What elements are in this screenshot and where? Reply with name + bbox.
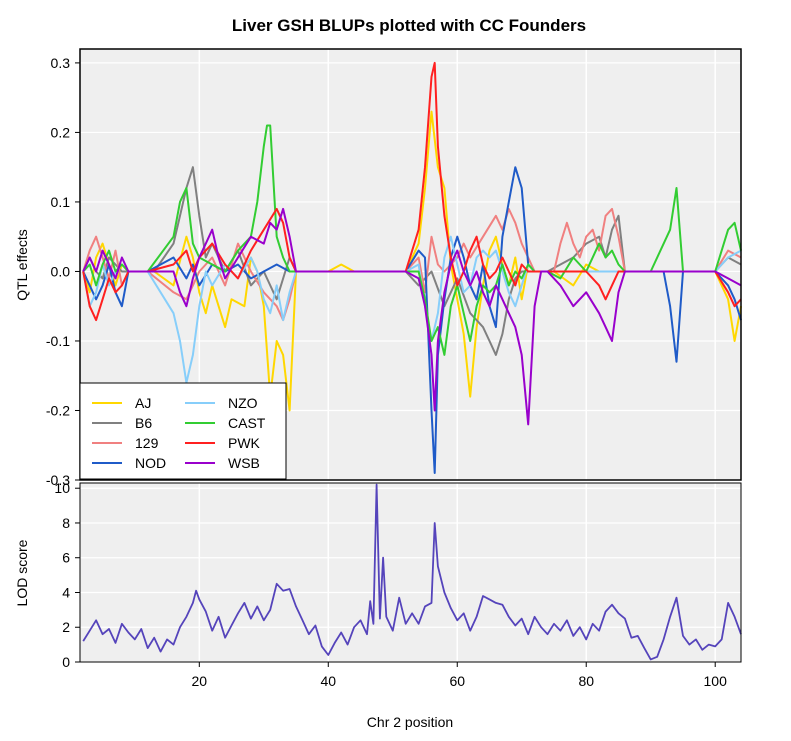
bottom-y-tick-label: 0 — [62, 654, 70, 670]
legend-label-aj: AJ — [135, 395, 151, 411]
legend-label-cast: CAST — [228, 415, 266, 431]
legend-label-b6: B6 — [135, 415, 152, 431]
x-ticks: 20 40 60 80 100 — [192, 662, 728, 689]
x-tick-label: 80 — [578, 673, 594, 689]
x-tick-label: 60 — [449, 673, 465, 689]
bottom-y-tick-label: 8 — [62, 515, 70, 531]
bottom-y-tick-label: 10 — [54, 480, 70, 496]
legend: AJ B6 129 NOD NZO CAST PWK WSB — [79, 382, 287, 480]
bottom-panel: 0 2 4 6 8 10 20 40 60 80 100 LOD score — [14, 480, 742, 689]
lod-line — [82, 483, 742, 661]
top-panel-frame — [79, 48, 742, 481]
series-line-pwk — [82, 61, 742, 322]
legend-label-wsb: WSB — [228, 455, 260, 471]
legend-label-nod: NOD — [135, 455, 166, 471]
legend-label-nzo: NZO — [228, 395, 258, 411]
top-y-tick-label: -0.1 — [46, 333, 70, 349]
x-axis-label: Chr 2 position — [367, 714, 453, 730]
x-tick-label: 40 — [320, 673, 336, 689]
top-y-axis-label: QTL effects — [14, 229, 30, 301]
top-panel: -0.3 -0.2 -0.1 0.0 0.1 0.2 0.3 QTL effects AJ B… — [14, 48, 742, 488]
top-y-ticks: -0.3 -0.2 -0.1 0.0 0.1 0.2 0.3 — [46, 55, 80, 488]
bottom-series-group — [82, 483, 742, 661]
series-line-wsb — [82, 207, 742, 426]
bottom-y-ticks: 0 2 4 6 8 10 — [54, 480, 80, 670]
bottom-y-tick-label: 4 — [62, 584, 70, 600]
top-y-tick-label: 0.1 — [51, 194, 71, 210]
legend-label-pwk: PWK — [228, 435, 261, 451]
top-y-tick-label: 0.2 — [51, 124, 71, 140]
top-y-tick-label: 0.0 — [51, 263, 71, 279]
x-tick-label: 20 — [192, 673, 208, 689]
x-tick-label: 100 — [704, 673, 728, 689]
bottom-y-tick-label: 2 — [62, 619, 70, 635]
bottom-y-tick-label: 6 — [62, 550, 70, 566]
bottom-panel-background — [80, 483, 741, 662]
legend-label-129: 129 — [135, 435, 159, 451]
bottom-panel-frame — [79, 482, 742, 663]
top-y-tick-label: -0.2 — [46, 402, 70, 418]
top-y-tick-label: 0.3 — [51, 55, 71, 71]
bottom-y-axis-label: LOD score — [14, 539, 30, 606]
chart-title: Liver GSH BLUPs plotted with CC Founders — [232, 16, 586, 35]
top-y-tick-label: -0.3 — [46, 472, 70, 488]
top-series-group — [82, 61, 742, 474]
series-line-cast — [82, 124, 742, 356]
series-line-129 — [82, 207, 742, 322]
